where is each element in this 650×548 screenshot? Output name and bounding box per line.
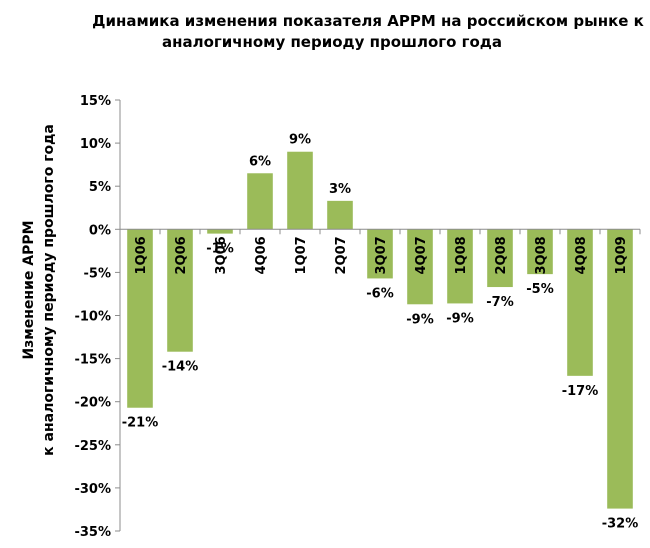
bar [527,229,553,275]
category-label: 4Q07 [414,236,429,274]
data-label: -1% [206,242,233,257]
data-label: -9% [406,312,433,327]
data-label: -7% [486,295,513,310]
bar [247,173,273,230]
category-label: 4Q06 [254,236,269,274]
x-axis [119,228,641,235]
data-label: -5% [526,282,553,297]
data-label: -21% [122,416,159,431]
y-axis: 15% 10% 5% 0% -5% -10% -15% -20% -25% -30% -35% [74,94,121,540]
category-label: 1Q08 [454,236,469,274]
category-label: 4Q08 [574,236,589,274]
bar [167,229,193,352]
chart-title-line-2: аналогичному периоду прошлого года [162,33,502,51]
category-label: 2Q08 [494,236,509,274]
category-label: 1Q07 [294,236,309,274]
y-tick-label: 10% [80,137,111,152]
category-label: 3Q07 [374,236,389,274]
bar [367,229,393,279]
y-tick-label: -15% [74,353,111,368]
data-label: 3% [329,182,351,197]
data-label: -9% [446,311,473,326]
bar [487,229,513,288]
bar [287,151,313,230]
bar [327,200,353,230]
bar [607,229,633,509]
y-tick-label: -25% [74,439,111,454]
category-label: 1Q09 [614,236,629,274]
category-labels: 1Q06 2Q06 3Q06 4Q06 1Q07 2Q07 3Q07 4Q07 1Q08 2Q08… [134,236,629,274]
y-tick-label: 5% [89,180,111,195]
category-label: 2Q07 [334,236,349,274]
bar [447,229,473,304]
category-label: 3Q08 [534,236,549,274]
data-label: -32% [602,517,639,532]
bar [127,229,153,408]
bars [127,151,633,509]
data-label: 6% [249,154,271,169]
chart-title-line-1: Динамика изменения показателя APPM на ро… [92,12,644,30]
bar [207,229,233,234]
y-tick-label: 15% [80,94,111,109]
data-labels: -21% -14% -1% 6% 9% 3% -6% -9% -9% -7% -5% -17% -32% [122,133,639,532]
y-axis-label-line-2: к аналогичному периоду прошлого года [41,124,57,456]
y-axis-label-line-1: Изменение APPM [21,220,37,359]
y-tick-label: 0% [89,223,111,238]
data-label: -17% [562,384,599,399]
category-label: 1Q06 [134,236,149,274]
data-label: -14% [162,360,199,375]
y-tick-label: -20% [74,396,111,411]
data-label: -6% [366,286,393,301]
y-tick-label: -30% [74,482,111,497]
y-tick-label: -5% [84,266,111,281]
y-tick-label: -10% [74,310,111,325]
category-label: 3Q06 [214,236,229,274]
bar [407,229,433,305]
data-label: 9% [289,133,311,148]
y-tick-label: -35% [74,525,111,540]
bar [567,229,593,376]
category-label: 2Q06 [174,236,189,274]
